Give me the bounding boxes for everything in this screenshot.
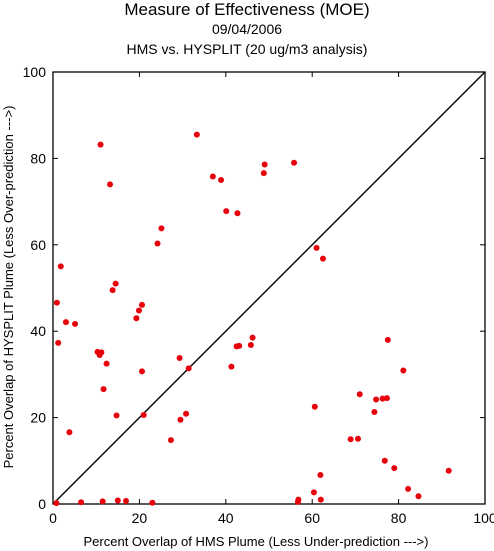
data-point: [109, 287, 116, 294]
one-to-one-line: [52, 71, 486, 505]
data-points: [53, 131, 452, 507]
data-point: [223, 208, 230, 215]
data-point: [228, 363, 235, 370]
data-point: [176, 354, 183, 361]
x-tick-label: 20: [132, 510, 148, 526]
y-tick-label: 20: [30, 410, 46, 426]
axis-ticks: 0 20 40 60 80 100 0 20 40 60 80 100: [23, 64, 494, 526]
data-point: [391, 465, 398, 472]
data-point: [405, 485, 412, 492]
data-point: [107, 181, 114, 188]
data-point: [218, 177, 225, 183]
x-tick-label: 0: [49, 510, 57, 526]
data-point: [379, 395, 386, 402]
data-point: [445, 467, 452, 474]
data-point: [103, 360, 110, 367]
data-point: [133, 315, 140, 322]
data-point: [371, 408, 378, 415]
x-tick-label: 80: [391, 510, 407, 526]
y-tick-label: 0: [38, 496, 46, 512]
data-point: [193, 131, 200, 138]
data-point: [114, 497, 121, 504]
data-point: [236, 342, 243, 349]
y-axis-label: Percent Overlap of HYSPLIT Plume (Less O…: [1, 106, 16, 469]
data-point: [98, 349, 105, 356]
data-point: [356, 391, 363, 398]
data-point: [400, 367, 407, 374]
data-point: [295, 496, 302, 503]
data-point: [100, 386, 107, 393]
data-point: [247, 342, 254, 349]
data-point: [373, 396, 380, 403]
data-point: [158, 225, 165, 232]
data-point: [415, 493, 422, 500]
data-point: [317, 472, 324, 479]
data-point: [291, 159, 298, 166]
y-tick-label: 60: [30, 237, 46, 253]
data-point: [249, 334, 256, 341]
data-point: [383, 395, 390, 402]
data-point: [78, 499, 85, 506]
y-tick-label: 40: [30, 323, 46, 339]
data-point: [183, 410, 190, 417]
data-point: [149, 499, 156, 506]
data-point: [55, 339, 62, 346]
data-point: [138, 301, 145, 308]
data-point: [354, 435, 361, 442]
y-tick-label: 80: [30, 150, 46, 166]
data-point: [123, 497, 130, 504]
chart-title: Measure of Effectiveness (MOE): [124, 0, 370, 19]
data-point: [311, 403, 318, 410]
y-tick-label: 100: [23, 64, 47, 80]
data-point: [260, 170, 267, 177]
data-point: [320, 255, 326, 262]
data-point: [167, 437, 174, 444]
data-point: [317, 496, 324, 503]
data-point: [138, 368, 145, 375]
data-point: [66, 429, 73, 436]
data-point: [209, 173, 216, 180]
data-point: [347, 436, 354, 443]
data-point: [177, 416, 184, 423]
data-point: [313, 244, 320, 251]
x-axis-label: Percent Overlap of HMS Plume (Less Under…: [84, 534, 429, 549]
plot-frame: [52, 71, 486, 505]
data-point: [112, 280, 119, 287]
data-point: [53, 299, 60, 306]
data-point: [310, 489, 317, 496]
data-point: [140, 412, 147, 419]
chart-date: 09/04/2006: [211, 21, 283, 37]
data-point: [384, 336, 391, 343]
x-tick-label: 40: [218, 510, 234, 526]
data-point: [234, 210, 241, 217]
data-point: [261, 161, 268, 168]
data-point: [62, 319, 69, 326]
x-tick-label: 100: [473, 510, 494, 526]
data-point: [185, 365, 192, 372]
chart-subtitle: HMS vs. HYSPLIT (20 ug/m3 analysis): [126, 41, 368, 57]
data-point: [154, 240, 161, 247]
data-point: [135, 307, 142, 314]
data-point: [113, 412, 120, 419]
data-point: [381, 457, 388, 464]
data-point: [97, 141, 104, 148]
data-point: [53, 500, 60, 507]
data-point: [99, 498, 106, 505]
data-point: [57, 263, 64, 270]
data-point: [72, 320, 79, 327]
x-tick-label: 60: [304, 510, 320, 526]
